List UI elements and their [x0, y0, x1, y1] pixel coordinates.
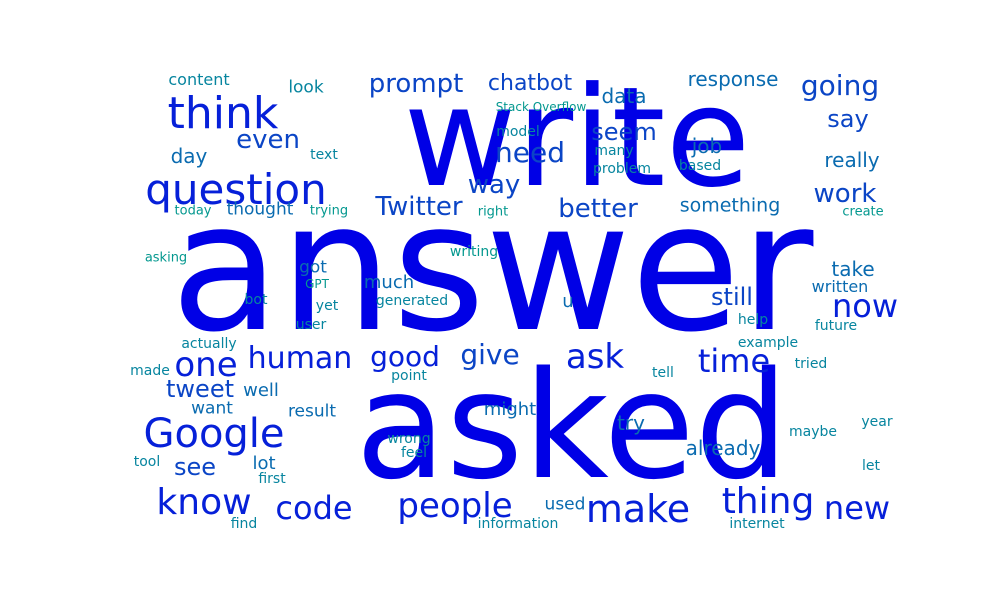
word-response: response: [687, 67, 779, 91]
word-data: data: [601, 84, 647, 108]
word-give: give: [460, 338, 520, 371]
word-want: want: [191, 398, 233, 419]
word-going: going: [800, 69, 880, 102]
word-create: create: [842, 204, 884, 220]
word-day: day: [170, 144, 208, 168]
word-answer: answer: [170, 164, 814, 371]
word-much: much: [363, 272, 415, 293]
word-example: example: [737, 335, 799, 351]
word-yet: yet: [315, 298, 339, 314]
word-prompt: prompt: [368, 69, 464, 99]
word-writing: writing: [449, 244, 499, 260]
word-generated: generated: [375, 293, 449, 309]
word-well: well: [243, 380, 279, 401]
word-bot: bot: [244, 292, 268, 308]
word-internet: internet: [729, 516, 785, 532]
word-first: first: [258, 471, 286, 487]
word-maybe: maybe: [788, 424, 838, 440]
word-tried: tried: [794, 356, 828, 372]
word-look: look: [288, 77, 324, 98]
word-one: one: [174, 345, 238, 385]
word-many: many: [594, 143, 634, 159]
word-tweet: tweet: [166, 375, 234, 403]
word-text: text: [310, 147, 338, 163]
word-right: right: [477, 204, 509, 220]
word-work: work: [813, 179, 877, 209]
word-used: used: [544, 494, 586, 515]
word-think: think: [167, 88, 279, 139]
word-way: way: [467, 170, 521, 200]
word-code: code: [275, 489, 353, 527]
word-problem: problem: [593, 161, 651, 177]
word-time: time: [697, 342, 771, 380]
word-people: people: [397, 486, 513, 526]
word-google: Google: [143, 411, 285, 457]
word-already: already: [685, 436, 761, 460]
word-know: know: [156, 482, 252, 523]
word-user: user: [295, 317, 327, 333]
word-twitter: Twitter: [375, 192, 463, 222]
word-thought: thought: [226, 199, 294, 220]
word-human: human: [247, 341, 353, 376]
word-take: take: [831, 257, 875, 281]
word-seem: seem: [591, 118, 657, 146]
word-chatbot: chatbot: [487, 71, 573, 96]
word-still: still: [711, 283, 753, 311]
word-got: got: [299, 257, 327, 278]
word-see: see: [173, 453, 217, 481]
word-say: say: [827, 105, 869, 133]
word-might: might: [483, 399, 537, 420]
word-result: result: [287, 401, 337, 422]
word-now: now: [831, 287, 899, 325]
word-lot: lot: [252, 453, 276, 474]
word-question: question: [145, 165, 327, 214]
word-job: job: [691, 134, 723, 158]
word-better: better: [558, 194, 638, 224]
word-something: something: [679, 194, 781, 217]
word-model: model: [496, 124, 540, 140]
word-content: content: [168, 70, 230, 89]
word-write: write: [403, 57, 751, 218]
word-make: make: [585, 487, 691, 531]
word-year: year: [861, 414, 893, 430]
word-trying: trying: [309, 203, 349, 219]
word-even: even: [236, 125, 300, 155]
word-really: really: [824, 148, 880, 172]
word-actually: actually: [181, 336, 237, 352]
word-written: written: [811, 277, 869, 296]
word-tool: tool: [133, 454, 161, 470]
word-made: made: [130, 363, 170, 379]
word-today: today: [174, 203, 212, 219]
word-gpt: GPT: [305, 277, 329, 291]
word-ask: ask: [565, 337, 625, 377]
word-asked: asked: [355, 340, 789, 512]
word-help: help: [737, 312, 769, 328]
word-based: based: [678, 158, 722, 174]
word-stack-overflow: Stack Overflow: [495, 100, 587, 114]
word-u: u: [562, 291, 574, 312]
word-wrong: wrong: [387, 431, 431, 447]
word-feel: feel: [400, 445, 428, 461]
word-future: future: [814, 318, 858, 334]
word-information: information: [477, 516, 559, 532]
word-thing: thing: [721, 481, 815, 522]
word-find: find: [230, 516, 258, 532]
word-new: new: [823, 489, 891, 527]
word-good: good: [370, 340, 440, 373]
word-try: try: [617, 411, 645, 435]
word-let: let: [862, 458, 880, 474]
word-point: point: [391, 368, 427, 384]
word-tell: tell: [652, 365, 674, 381]
word-asking: asking: [144, 250, 188, 266]
word-need: need: [495, 136, 565, 169]
